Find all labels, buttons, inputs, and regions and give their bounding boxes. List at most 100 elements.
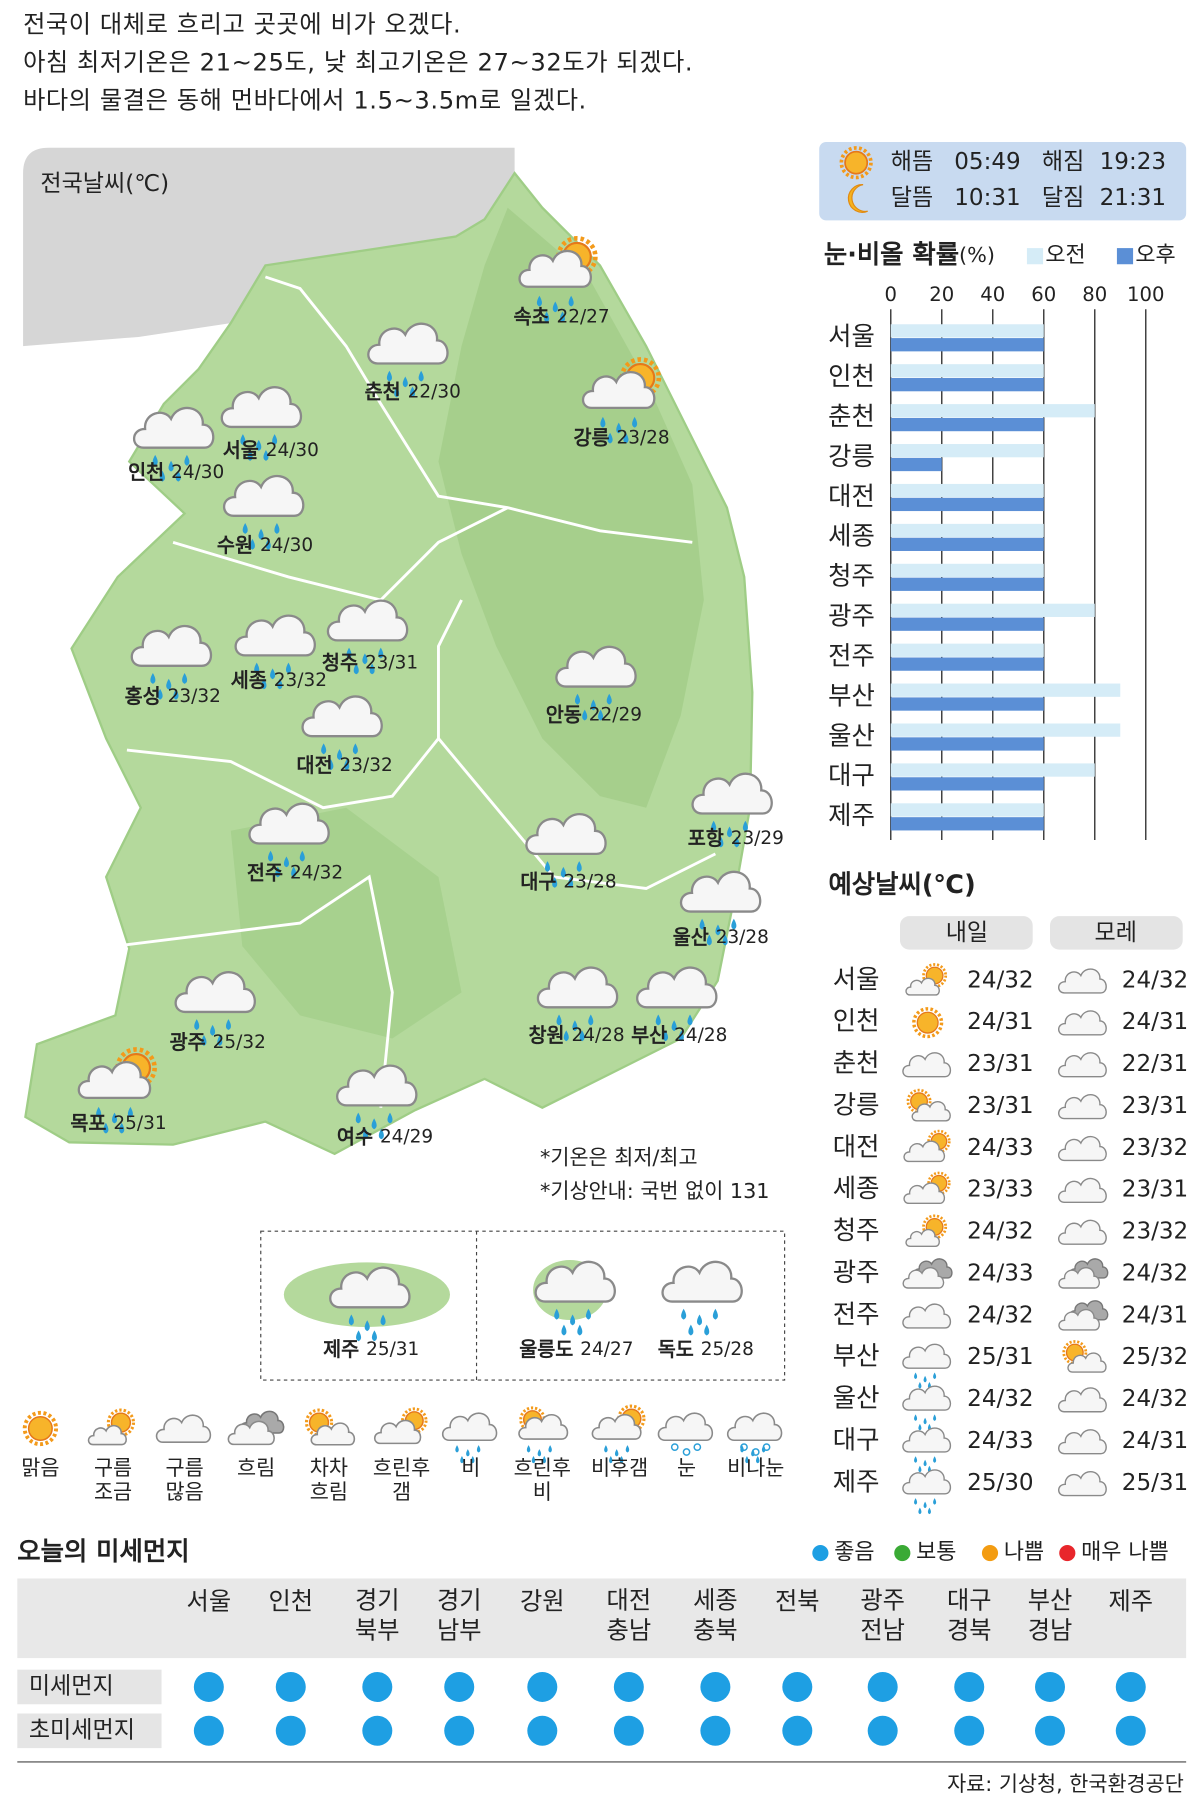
cloud — [581, 371, 656, 410]
city-label: 춘천 22/30 — [365, 380, 461, 403]
cloud — [902, 1303, 952, 1329]
weather-icon — [301, 695, 383, 771]
category-label: 서울 — [828, 321, 875, 351]
dust-dot — [527, 1715, 558, 1746]
sun-icon — [839, 146, 873, 180]
rain-drop — [699, 918, 705, 930]
weather-icon — [902, 1385, 952, 1431]
dust-dot — [193, 1671, 224, 1702]
rain-drop — [402, 376, 408, 388]
bar — [890, 697, 1044, 711]
city-label: 제주 25/31 — [323, 1338, 419, 1361]
weather-icon — [336, 1064, 418, 1140]
city-temp: 25/28 — [701, 1339, 754, 1360]
city-label: 부산 24/28 — [631, 1024, 727, 1047]
sun — [844, 150, 869, 175]
legend-swatch — [1026, 248, 1044, 265]
row-label: 초미세먼지 — [29, 1717, 135, 1743]
forecast-city: 인천 — [833, 1006, 880, 1036]
rain-drop — [923, 1417, 927, 1425]
city-temp: 23/32 — [340, 755, 393, 776]
rain-drop — [600, 416, 606, 428]
rain-drop — [655, 1014, 661, 1026]
city-label: 광주 25/32 — [170, 1031, 266, 1054]
city-name: 울릉도 — [519, 1338, 573, 1361]
text-line: 경남 — [1028, 1617, 1073, 1645]
cloud — [1058, 1267, 1100, 1289]
rain-drop — [552, 876, 558, 888]
row-label-bg — [17, 1669, 162, 1705]
weather-icon — [130, 625, 213, 700]
rain-drop — [283, 856, 289, 868]
rain-drop — [336, 749, 343, 760]
rain-drop — [687, 1014, 693, 1026]
row-label-bg — [17, 1713, 162, 1749]
bar — [890, 643, 1044, 657]
city-label: 안동 22/29 — [546, 703, 642, 726]
region-label: 부산 경남 — [1028, 1587, 1073, 1645]
region-label: 서울 — [187, 1588, 232, 1616]
cloud — [234, 614, 316, 657]
sun — [916, 1011, 939, 1034]
city-label: 여수 24/29 — [337, 1125, 433, 1148]
bar — [890, 523, 1044, 538]
region-label: 제주 — [1108, 1588, 1153, 1616]
category-label: 대구 — [828, 760, 875, 790]
text-line: 대전 — [607, 1587, 652, 1615]
bar — [890, 444, 1044, 458]
rain-drop — [544, 311, 550, 323]
weather-icon — [679, 870, 762, 946]
legend-label: 비후갬 — [591, 1456, 648, 1480]
city-name: 창원 — [528, 1024, 564, 1047]
city-temp: 23/28 — [716, 927, 769, 948]
cloud — [691, 772, 773, 815]
rain-drop — [616, 422, 622, 434]
rain-drop — [182, 673, 188, 684]
rain-drop — [291, 866, 297, 878]
region-label: 강원 — [520, 1588, 565, 1616]
rain-drop — [460, 1455, 464, 1464]
forecast-temp: 24/32 — [1122, 1260, 1188, 1286]
forecast-temp: 23/31 — [1122, 1093, 1188, 1119]
city-label: 울산 23/28 — [673, 926, 769, 949]
weather-icon — [1058, 1387, 1107, 1413]
city-name: 홍성 — [125, 684, 161, 707]
city-temp: 22/29 — [589, 704, 642, 725]
cloud — [555, 645, 637, 688]
cloud — [679, 870, 762, 913]
city-label: 전주 24/32 — [247, 861, 343, 884]
region-label: 전북 — [775, 1588, 820, 1616]
legend-dot — [981, 1545, 999, 1562]
rain-drop — [576, 861, 582, 872]
rain-drop — [348, 1314, 354, 1326]
city-label: 독도 25/28 — [658, 1338, 754, 1361]
rain-drop — [526, 1445, 531, 1453]
rain-drop — [476, 1445, 481, 1453]
province-line — [437, 737, 717, 890]
category-label: 제주 — [828, 800, 875, 830]
rain-drop — [352, 743, 358, 755]
cloud — [222, 475, 305, 517]
cloud — [1067, 1352, 1107, 1373]
bar — [890, 657, 1044, 671]
text-line: 부산 — [1028, 1587, 1073, 1615]
sun-moon-label: 달뜸 — [891, 185, 933, 211]
rain-drop — [570, 1314, 576, 1326]
dust-dot — [700, 1715, 731, 1746]
bar — [890, 457, 942, 472]
rain-drop — [194, 1019, 200, 1030]
x-tick-label: 80 — [1082, 283, 1107, 306]
cloud — [1058, 968, 1107, 994]
rain-drop — [531, 1455, 536, 1464]
bar — [890, 483, 1044, 498]
forecast-temp: 23/32 — [1122, 1135, 1188, 1161]
rain-drop — [632, 416, 638, 428]
rain-drop — [563, 1030, 569, 1042]
forecast-temp: 23/31 — [967, 1051, 1033, 1077]
city-name: 청주 — [322, 651, 358, 674]
rain-drop — [328, 759, 334, 771]
rain-drop — [272, 434, 278, 445]
dust-dot — [867, 1715, 898, 1746]
cloud — [534, 1260, 616, 1303]
rain-drop — [711, 820, 717, 832]
